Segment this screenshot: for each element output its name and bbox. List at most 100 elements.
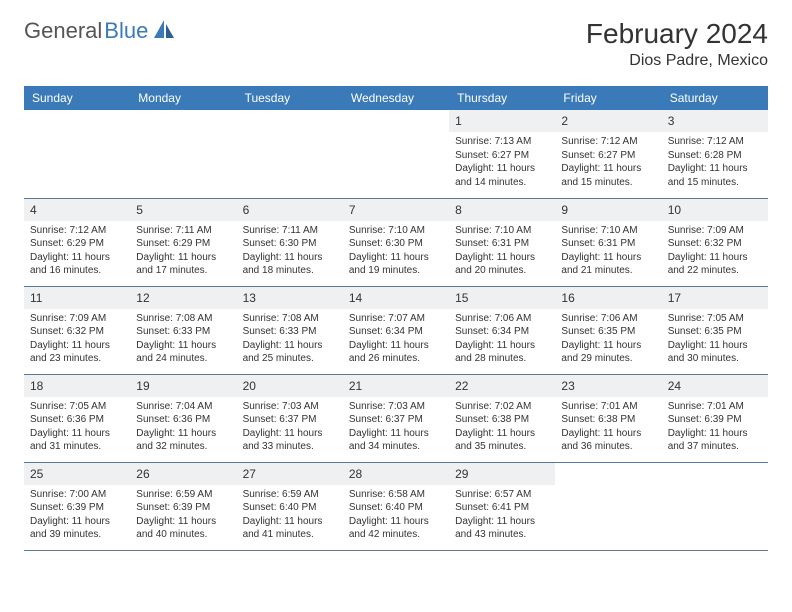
sunset-text: Sunset: 6:34 PM: [455, 325, 549, 339]
day-header: Sunday: [24, 86, 130, 110]
sunrise-text: Sunrise: 7:06 AM: [455, 312, 549, 326]
calendar-day-cell: 16Sunrise: 7:06 AMSunset: 6:35 PMDayligh…: [555, 286, 661, 374]
sunset-text: Sunset: 6:36 PM: [136, 413, 230, 427]
day-number: 25: [30, 467, 43, 481]
sunrise-text: Sunrise: 6:59 AM: [136, 488, 230, 502]
sunrise-text: Sunrise: 7:09 AM: [30, 312, 124, 326]
day-number-bar: 26: [130, 463, 236, 485]
day-header: Friday: [555, 86, 661, 110]
dl1-text: Daylight: 11 hours: [30, 339, 124, 353]
calendar-day-cell: 27Sunrise: 6:59 AMSunset: 6:40 PMDayligh…: [237, 462, 343, 550]
calendar-empty-cell: [343, 110, 449, 198]
day-number-bar: 19: [130, 375, 236, 397]
day-number: 11: [30, 291, 42, 305]
dl2-text: and 17 minutes.: [136, 264, 230, 278]
calendar-week-row: 18Sunrise: 7:05 AMSunset: 6:36 PMDayligh…: [24, 374, 768, 462]
sunrise-text: Sunrise: 7:11 AM: [243, 224, 337, 238]
dl2-text: and 41 minutes.: [243, 528, 337, 542]
dl1-text: Daylight: 11 hours: [30, 515, 124, 529]
day-number: 17: [668, 291, 681, 305]
sunset-text: Sunset: 6:39 PM: [136, 501, 230, 515]
calendar-day-cell: 11Sunrise: 7:09 AMSunset: 6:32 PMDayligh…: [24, 286, 130, 374]
sunset-text: Sunset: 6:37 PM: [349, 413, 443, 427]
day-number-bar: 12: [130, 287, 236, 309]
sunrise-text: Sunrise: 7:04 AM: [136, 400, 230, 414]
dl1-text: Daylight: 11 hours: [668, 251, 762, 265]
sunrise-text: Sunrise: 7:03 AM: [349, 400, 443, 414]
sunset-text: Sunset: 6:30 PM: [349, 237, 443, 251]
dl2-text: and 22 minutes.: [668, 264, 762, 278]
calendar-day-cell: 23Sunrise: 7:01 AMSunset: 6:38 PMDayligh…: [555, 374, 661, 462]
sunrise-text: Sunrise: 7:11 AM: [136, 224, 230, 238]
day-number: 3: [668, 114, 675, 128]
dl2-text: and 36 minutes.: [561, 440, 655, 454]
calendar-day-cell: 29Sunrise: 6:57 AMSunset: 6:41 PMDayligh…: [449, 462, 555, 550]
sunset-text: Sunset: 6:29 PM: [30, 237, 124, 251]
dl2-text: and 23 minutes.: [30, 352, 124, 366]
day-number: 24: [668, 379, 681, 393]
dl1-text: Daylight: 11 hours: [243, 515, 337, 529]
calendar-day-cell: 20Sunrise: 7:03 AMSunset: 6:37 PMDayligh…: [237, 374, 343, 462]
day-number-bar: 8: [449, 199, 555, 221]
dl2-text: and 24 minutes.: [136, 352, 230, 366]
day-number: 18: [30, 379, 43, 393]
calendar-body: 1Sunrise: 7:13 AMSunset: 6:27 PMDaylight…: [24, 110, 768, 550]
sunset-text: Sunset: 6:32 PM: [668, 237, 762, 251]
dl2-text: and 20 minutes.: [455, 264, 549, 278]
sunset-text: Sunset: 6:33 PM: [136, 325, 230, 339]
dl1-text: Daylight: 11 hours: [136, 251, 230, 265]
dl1-text: Daylight: 11 hours: [349, 339, 443, 353]
sunset-text: Sunset: 6:39 PM: [30, 501, 124, 515]
dl1-text: Daylight: 11 hours: [349, 427, 443, 441]
day-number-bar: 29: [449, 463, 555, 485]
dl1-text: Daylight: 11 hours: [136, 427, 230, 441]
day-number-bar: 14: [343, 287, 449, 309]
day-number: 19: [136, 379, 149, 393]
calendar-day-cell: 19 Sunrise: 7:04 AMSunset: 6:36 PMDayligh…: [130, 374, 236, 462]
day-number-bar: 10: [662, 199, 768, 221]
dl1-text: Daylight: 11 hours: [30, 427, 124, 441]
day-number-bar: 15: [449, 287, 555, 309]
dl2-text: and 15 minutes.: [668, 176, 762, 190]
calendar-empty-cell: [130, 110, 236, 198]
day-number: 5: [136, 203, 143, 217]
day-header: Saturday: [662, 86, 768, 110]
dl1-text: Daylight: 11 hours: [349, 251, 443, 265]
sail-icon: [154, 20, 176, 43]
calendar-day-cell: 18Sunrise: 7:05 AMSunset: 6:36 PMDayligh…: [24, 374, 130, 462]
day-header-row: Sunday Monday Tuesday Wednesday Thursday…: [24, 86, 768, 110]
calendar-week-row: 25Sunrise: 7:00 AMSunset: 6:39 PMDayligh…: [24, 462, 768, 550]
sunrise-text: Sunrise: 7:13 AM: [455, 135, 549, 149]
day-header: Monday: [130, 86, 236, 110]
day-header: Thursday: [449, 86, 555, 110]
day-number-bar: 4: [24, 199, 130, 221]
calendar-day-cell: 5Sunrise: 7:11 AMSunset: 6:29 PMDaylight…: [130, 198, 236, 286]
calendar-day-cell: 12Sunrise: 7:08 AMSunset: 6:33 PMDayligh…: [130, 286, 236, 374]
dl1-text: Daylight: 11 hours: [561, 162, 655, 176]
header: GeneralBlue February 2024 Dios Padre, Me…: [24, 18, 768, 70]
sunset-text: Sunset: 6:40 PM: [349, 501, 443, 515]
dl2-text: and 15 minutes.: [561, 176, 655, 190]
day-number: 12: [136, 291, 149, 305]
dl2-text: and 31 minutes.: [30, 440, 124, 454]
calendar-week-row: 1Sunrise: 7:13 AMSunset: 6:27 PMDaylight…: [24, 110, 768, 198]
day-number-bar: 23: [555, 375, 661, 397]
day-number: 10: [668, 203, 681, 217]
calendar-day-cell: 17Sunrise: 7:05 AMSunset: 6:35 PMDayligh…: [662, 286, 768, 374]
day-number: 23: [561, 379, 574, 393]
day-number: 16: [561, 291, 574, 305]
sunrise-text: Sunrise: 7:02 AM: [455, 400, 549, 414]
dl2-text: and 33 minutes.: [243, 440, 337, 454]
day-number-bar: 13: [237, 287, 343, 309]
sunset-text: Sunset: 6:27 PM: [455, 149, 549, 163]
day-header: Wednesday: [343, 86, 449, 110]
day-number-bar: 17: [662, 287, 768, 309]
sunset-text: Sunset: 6:38 PM: [455, 413, 549, 427]
brand-part2: Blue: [104, 18, 148, 44]
day-number: 26: [136, 467, 149, 481]
day-number-bar: 9: [555, 199, 661, 221]
calendar-day-cell: 15Sunrise: 7:06 AMSunset: 6:34 PMDayligh…: [449, 286, 555, 374]
day-number-bar: 25: [24, 463, 130, 485]
sunrise-text: Sunrise: 6:59 AM: [243, 488, 337, 502]
dl1-text: Daylight: 11 hours: [243, 427, 337, 441]
